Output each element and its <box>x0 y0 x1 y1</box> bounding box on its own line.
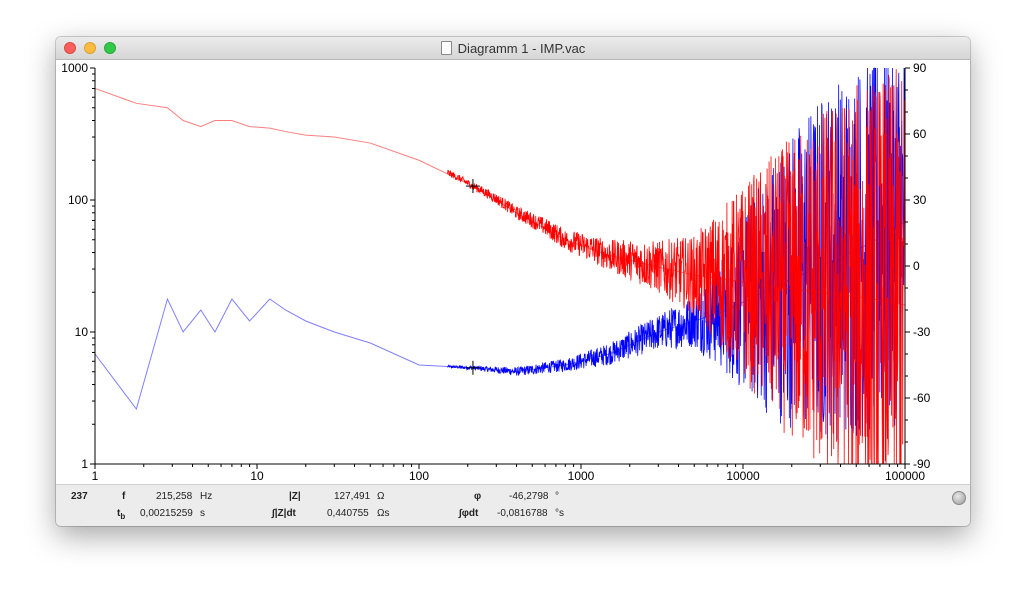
document-icon <box>440 41 452 55</box>
frequency-unit: Hz <box>200 491 213 502</box>
chart-traces <box>94 67 906 465</box>
phase-unit: ° <box>555 491 559 502</box>
phase-series-trace <box>447 67 906 441</box>
right-tick-label: -30 <box>913 325 931 339</box>
close-button[interactable] <box>64 42 76 54</box>
impedance-unit: Ω <box>377 491 385 502</box>
right-tick-label: 60 <box>913 127 927 141</box>
impedance-integral-label: ∫|Z|dt <box>272 508 296 519</box>
impedance-value: 127,491 <box>334 491 371 502</box>
right-tick-label: 0 <box>913 259 920 273</box>
time-label: tb <box>117 508 126 521</box>
x-tick-label: 1000 <box>568 469 595 483</box>
status-indicator-button[interactable] <box>952 491 966 505</box>
impedance-label: |Z| <box>289 491 301 502</box>
impedance-chart[interactable]: 1 10 100 1000 10000 100000 1 10 100 1000 90 60 30 0 -3… <box>56 60 970 484</box>
phase-integral-label: ∫φdt <box>459 508 479 519</box>
phase-integral-unit: °s <box>555 508 564 519</box>
right-tick-label: 30 <box>913 193 927 207</box>
chart-axes: 1 10 100 1000 10000 100000 1 10 100 1000 90 60 30 0 -3… <box>61 61 930 483</box>
frequency-label: f <box>122 491 126 502</box>
phase-value: -46,2798 <box>509 491 549 502</box>
right-tick-label: 90 <box>913 61 927 75</box>
time-value: 0,00215259 <box>140 508 193 519</box>
window-title: Diagramm 1 - IMP.vac <box>56 41 970 56</box>
time-unit: s <box>200 508 205 519</box>
cursor-markers <box>465 179 480 375</box>
x-tick-label: 10000 <box>726 469 760 483</box>
impedance-integral-unit: Ωs <box>377 508 390 519</box>
impedance-series <box>94 69 906 465</box>
left-tick-label: 100 <box>68 193 88 207</box>
left-tick-label: 1 <box>81 457 88 471</box>
left-tick-label: 1000 <box>61 61 88 75</box>
window-title-text: Diagramm 1 - IMP.vac <box>457 41 586 56</box>
x-tick-label: 100 <box>409 469 429 483</box>
x-tick-label: 100000 <box>885 469 925 483</box>
zoom-button[interactable] <box>104 42 116 54</box>
left-tick-label: 10 <box>75 325 89 339</box>
x-tick-label: 1 <box>92 469 99 483</box>
impedance-series-trace <box>447 69 906 465</box>
phase-integral-value: -0,0816788 <box>497 508 548 519</box>
plot-area[interactable]: 1 10 100 1000 10000 100000 1 10 100 1000 90 60 30 0 -3… <box>56 60 970 484</box>
point-index: 237 <box>71 491 88 502</box>
impedance-integral-value: 0,440755 <box>327 508 369 519</box>
chart-window: Diagramm 1 - IMP.vac 1 10 100 1000 10000 1000… <box>56 37 970 526</box>
phase-label: φ <box>474 491 482 502</box>
frequency-value: 215,258 <box>156 491 193 502</box>
title-bar[interactable]: Diagramm 1 - IMP.vac <box>56 37 970 60</box>
right-tick-label: -90 <box>913 457 931 471</box>
right-tick-label: -60 <box>913 391 931 405</box>
x-tick-label: 10 <box>250 469 264 483</box>
minimize-button[interactable] <box>84 42 96 54</box>
status-bar: 237 f 215,258 Hz tb 0,00215259 s |Z| 127… <box>56 484 970 526</box>
